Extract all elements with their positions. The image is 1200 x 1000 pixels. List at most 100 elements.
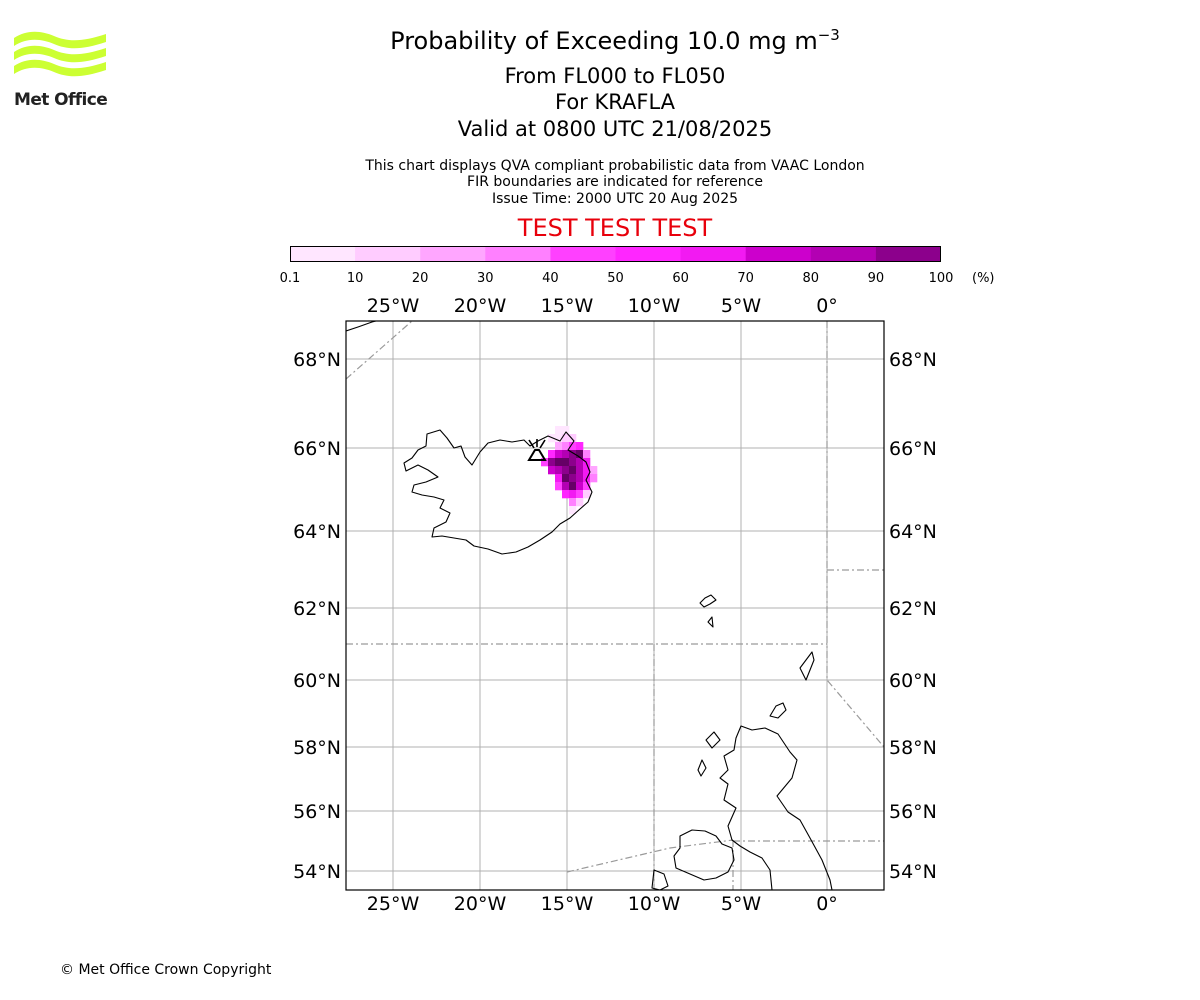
ash-cell	[562, 450, 570, 459]
ash-cell	[555, 450, 563, 459]
longitude-labels-bottom: 25°W 20°W 15°W 10°W 5°W 0°	[367, 893, 838, 915]
flight-level-line: From FL000 to FL050	[504, 64, 726, 88]
longitude-label: 10°W	[628, 893, 681, 915]
colorbar-segment	[485, 246, 551, 262]
colorbar-segment	[615, 246, 682, 262]
chart-title: Probability of Exceeding 10.0 mg m−3	[250, 26, 980, 55]
ash-cell	[562, 466, 570, 475]
colorbar-tick-label: 40	[542, 271, 559, 286]
longitude-label: 20°W	[454, 893, 507, 915]
copyright-notice: © Met Office Crown Copyright	[60, 962, 272, 978]
ash-cell	[576, 490, 584, 499]
ash-cell	[569, 474, 577, 483]
colorbar-segment	[420, 246, 486, 262]
ash-probability-field	[541, 426, 598, 515]
chart-note-qva: This chart displays QVA compliant probab…	[365, 158, 865, 174]
latitude-label: 66°N	[889, 438, 937, 460]
ash-cell	[583, 482, 591, 491]
colorbar-segment	[550, 246, 616, 262]
ash-cell	[548, 458, 556, 467]
colorbar-segment	[875, 246, 941, 262]
ash-cell	[562, 490, 570, 499]
title-main: Probability of Exceeding 10.0 mg m	[390, 27, 818, 55]
longitude-label: 5°W	[721, 295, 762, 317]
colorbar-tick-label: 60	[672, 271, 689, 286]
faroe-islands	[699, 594, 717, 608]
colorbar-tick-label: 100	[928, 271, 954, 286]
ash-cell	[569, 450, 577, 459]
met-office-logo: Met Office	[14, 30, 110, 114]
colorbar-tick-label: 0.1	[279, 271, 301, 286]
ash-cell	[576, 498, 584, 507]
latitude-label: 60°N	[889, 670, 937, 692]
longitude-label: 15°W	[541, 295, 594, 317]
chart-note-fir: FIR boundaries are indicated for referen…	[467, 174, 763, 190]
latitude-label: 64°N	[889, 521, 937, 543]
colorbar-segment	[745, 246, 812, 262]
ash-cell	[576, 482, 584, 491]
colorbar-frame	[290, 246, 941, 262]
longitude-label: 5°W	[721, 893, 762, 915]
hebrides	[705, 731, 721, 749]
probability-colorbar	[290, 246, 941, 262]
ash-cell	[562, 458, 570, 467]
latitude-label: 62°N	[889, 598, 937, 620]
hebrides-outer	[697, 759, 707, 777]
latitude-label: 62°N	[293, 598, 341, 620]
colorbar-tick-label: 20	[411, 271, 429, 286]
longitude-label: 0°	[816, 893, 838, 915]
ash-cell	[541, 458, 549, 467]
valid-time-line: Valid at 0800 UTC 21/08/2025	[457, 117, 773, 141]
scotland-coast	[719, 725, 833, 890]
latitude-label: 64°N	[293, 521, 341, 543]
colorbar-tick-label: 30	[477, 271, 494, 286]
colorbar-tick-label: 80	[802, 271, 820, 286]
ash-cell	[548, 450, 556, 459]
ash-cell	[548, 466, 556, 475]
colorbar-tick-label: 50	[607, 271, 624, 286]
ash-cell	[562, 442, 570, 451]
colorbar-tick-label: 10	[346, 271, 364, 286]
latitude-label: 54°N	[293, 861, 341, 883]
ash-cell	[569, 482, 577, 491]
shetland-islands	[799, 651, 815, 681]
ash-cell	[562, 426, 570, 435]
ash-cell	[569, 498, 577, 507]
ash-cell	[583, 466, 591, 475]
latitude-label: 54°N	[889, 861, 937, 883]
volcano-line: For KRAFLA	[555, 90, 675, 114]
logo-text: Met Office	[14, 90, 108, 110]
colorbar-segment	[810, 246, 877, 262]
graticule	[346, 321, 884, 890]
colorbar-segment	[290, 246, 356, 262]
colorbar-tick-label: 70	[737, 271, 754, 286]
issue-time: Issue Time: 2000 UTC 20 Aug 2025	[491, 191, 739, 207]
ash-cell	[590, 466, 598, 475]
ash-cell	[555, 426, 563, 435]
longitude-labels-top: 25°W 20°W 15°W 10°W 5°W 0°	[367, 295, 838, 317]
colorbar-unit: (%)	[972, 271, 995, 286]
longitude-label: 10°W	[628, 295, 681, 317]
ash-cell	[576, 458, 584, 467]
ash-cell	[576, 466, 584, 475]
ash-cell	[562, 434, 570, 443]
longitude-label: 0°	[816, 295, 838, 317]
latitude-label: 68°N	[889, 349, 937, 371]
latitude-labels-left: 68°N 66°N 64°N 62°N 60°N 58°N 56°N 54°N	[293, 349, 341, 883]
ash-cell	[576, 450, 584, 459]
ash-cell	[569, 458, 577, 467]
coastlines	[346, 321, 833, 890]
latitude-label: 68°N	[293, 349, 341, 371]
ireland-coast	[673, 829, 735, 881]
ash-cell	[555, 482, 563, 491]
colorbar-segment	[355, 246, 421, 262]
ash-cell	[562, 474, 570, 483]
ireland-south	[651, 869, 669, 890]
ash-cell	[583, 450, 591, 459]
longitude-label: 15°W	[541, 893, 594, 915]
fir-boundaries	[346, 321, 884, 890]
ash-cell	[576, 474, 584, 483]
colorbar-tick-label: 90	[867, 271, 885, 286]
longitude-label: 20°W	[454, 295, 507, 317]
